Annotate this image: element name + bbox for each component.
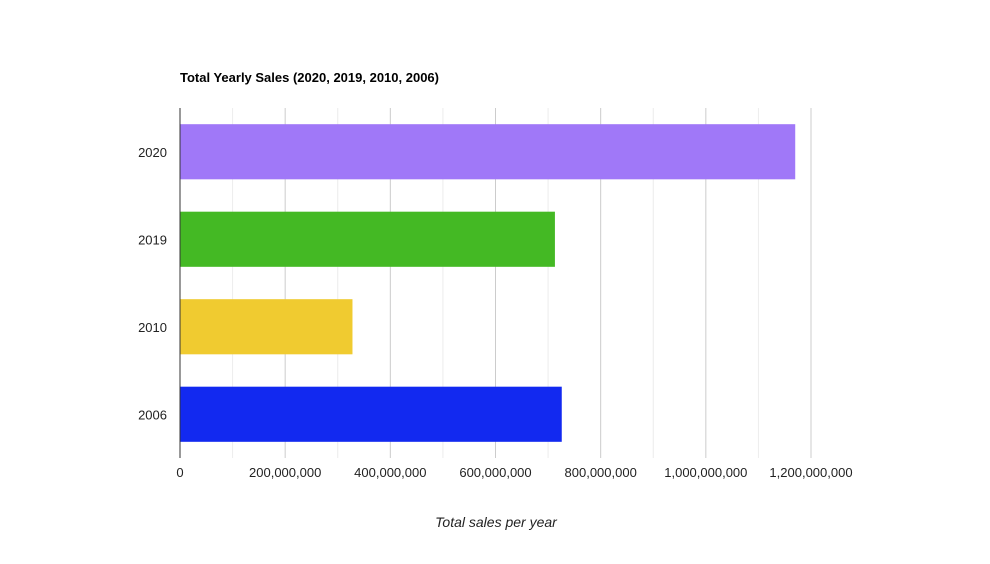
y-tick-label: 2019 — [138, 232, 167, 247]
bars — [180, 124, 796, 442]
x-tick-label: 400,000,000 — [354, 465, 426, 480]
bar-2010 — [180, 299, 353, 355]
x-tick-label: 800,000,000 — [565, 465, 637, 480]
bar-2006 — [180, 386, 562, 442]
x-tick-label: 200,000,000 — [249, 465, 321, 480]
x-tick-labels: 0 200,000,000 400,000,000 600,000,000 800,00… — [176, 465, 852, 480]
y-tick-label: 2020 — [138, 145, 167, 160]
x-tick-label: 1,000,000,000 — [664, 465, 747, 480]
bar-2019 — [180, 211, 555, 267]
chart-title: Total Yearly Sales (2020, 2019, 2010, 20… — [180, 70, 439, 85]
y-tick-labels: 2020 2019 2010 2006 — [138, 145, 167, 423]
bar-2020 — [180, 124, 796, 180]
y-tick-label: 2010 — [138, 320, 167, 335]
x-tick-label: 1,200,000,000 — [769, 465, 852, 480]
x-tick-label: 600,000,000 — [459, 465, 531, 480]
x-tick-label: 0 — [176, 465, 183, 480]
x-axis-title: Total sales per year — [435, 514, 558, 530]
y-tick-label: 2006 — [138, 407, 167, 422]
